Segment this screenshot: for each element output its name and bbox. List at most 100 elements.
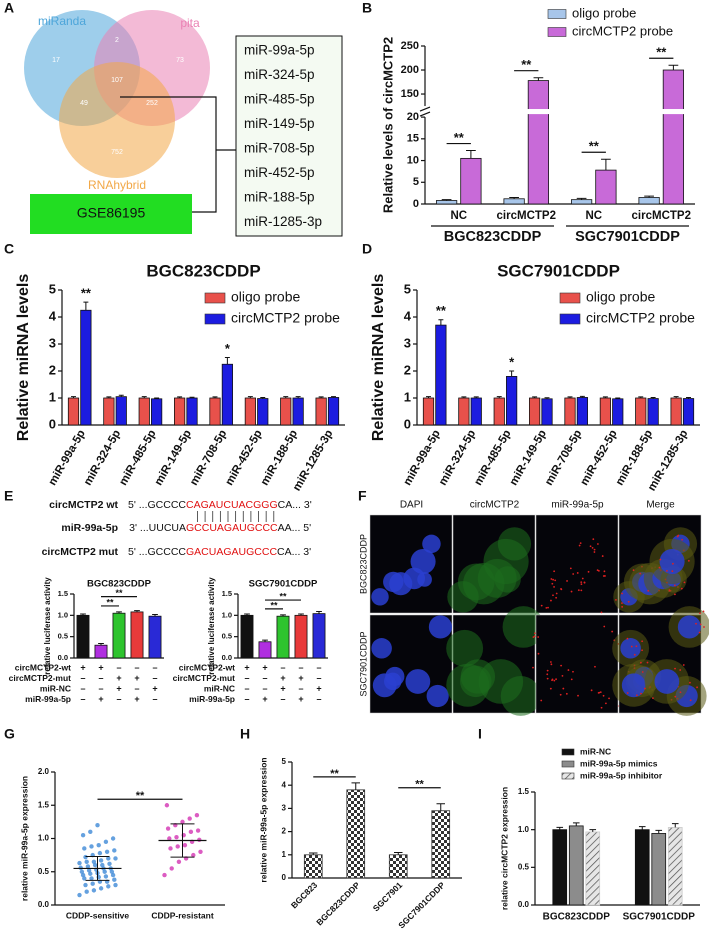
signal-dot [683,581,686,584]
error-bar [686,396,691,399]
signal-dot [627,600,630,603]
comparison-label: ** [270,600,278,610]
significance-label: ** [521,57,532,72]
signal-dot [641,671,644,673]
comparison-label: ** [415,779,424,791]
signal-dot [533,635,536,638]
legend-swatch [561,772,575,780]
significance-label: ** [656,45,667,60]
signal-dot [602,575,605,577]
signal-dot [594,665,596,668]
y-tick-label: 0 [413,198,419,210]
x-tick-label: miR-708-5p [188,428,229,488]
table-cell: + [116,673,121,683]
error-bar [426,396,431,398]
x-tick-label: miR-324-5p [437,428,478,488]
bar [151,398,163,426]
nucleus [405,669,431,694]
mirna-item: miR-188-5p [244,190,315,205]
signal-dot [555,678,557,681]
data-point [104,849,110,854]
bar [67,397,80,426]
bar [458,397,470,426]
cytoplasm [446,629,484,667]
y-axis-label: Relative levels of circMCTP2 [380,37,395,213]
nucleus [620,638,641,659]
y-tick-label: 1.5 [58,589,68,598]
y-tick-label: 1.0 [518,825,530,834]
bar [634,829,650,906]
nucleus [410,548,436,575]
bar [568,825,584,906]
bar [138,397,150,426]
data-point [88,871,93,876]
signal-dot [621,605,624,608]
x-tick-label: CDDP-resistant [151,910,214,920]
y-tick-label: 4 [404,308,412,323]
table-cell: + [152,683,157,693]
table-cell: – [80,694,85,704]
signal-dot [546,669,549,672]
y-tick-label: 0.5 [58,632,68,641]
y-tick-label: 1.0 [58,610,68,619]
error-bar [650,396,656,399]
mirna-box [235,35,343,237]
group-label: BGC823CDDP [444,229,542,245]
x-tick-label: miR-99a-5p [47,428,88,488]
seq-name: miR-99a-5p [61,522,118,534]
bar [257,398,269,426]
signal-dot [533,632,536,635]
signal-dot [532,666,534,669]
signal-dot [583,581,586,584]
signal-dot [621,592,623,595]
y-tick-label: 1.5 [38,800,50,809]
database-box [30,194,192,234]
signal-dot [703,626,705,628]
data-point [91,888,97,893]
seq-prefix: 3' ...UUCUA [129,522,186,534]
legend-swatch [559,292,581,304]
signal-dot [621,602,623,605]
signal-dot [636,694,638,697]
signal-dot [562,687,565,690]
data-point [176,859,182,864]
error-bar [394,851,403,855]
nucleus [426,684,449,708]
error-bar [189,396,195,398]
mirna-item: miR-708-5p [244,141,315,156]
error-bar [118,394,124,397]
table-cell: + [116,683,121,693]
signal-dot [680,587,683,590]
signal-dot [593,548,596,551]
signal-dot [590,689,593,692]
table-row-label: circMCTP2-mut [173,673,236,683]
data-point [195,828,201,833]
seq-suffix: AA... 5' [278,522,312,534]
signal-dot [546,673,549,676]
legend-swatch [547,9,567,19]
error-bar [141,396,147,398]
data-point [89,876,94,881]
bar [115,396,127,426]
y-tick-label: 5 [404,281,411,296]
data-point [85,864,91,869]
data-point [165,826,171,831]
x-tick-label: circMCTP2 [632,210,691,222]
y-axis-label: relative miR-99a-5p expression [258,757,268,882]
table-cell: – [244,694,249,704]
table-cell: – [280,662,285,672]
signal-dot [681,538,683,541]
signal-dot [687,559,690,562]
y-tick-label: 0.5 [38,867,50,876]
signal-dot [579,542,582,544]
data-point [95,823,100,828]
error-bar [318,396,324,398]
y-tick-label: 4 [282,780,287,789]
error-bar [309,852,318,855]
error-bar [509,370,515,377]
table-cell: – [262,673,267,683]
bar [327,397,340,426]
data-point [106,856,111,861]
signal-dot [671,570,674,573]
y-axis-label: relative miR-99a-5p expression [19,776,29,901]
